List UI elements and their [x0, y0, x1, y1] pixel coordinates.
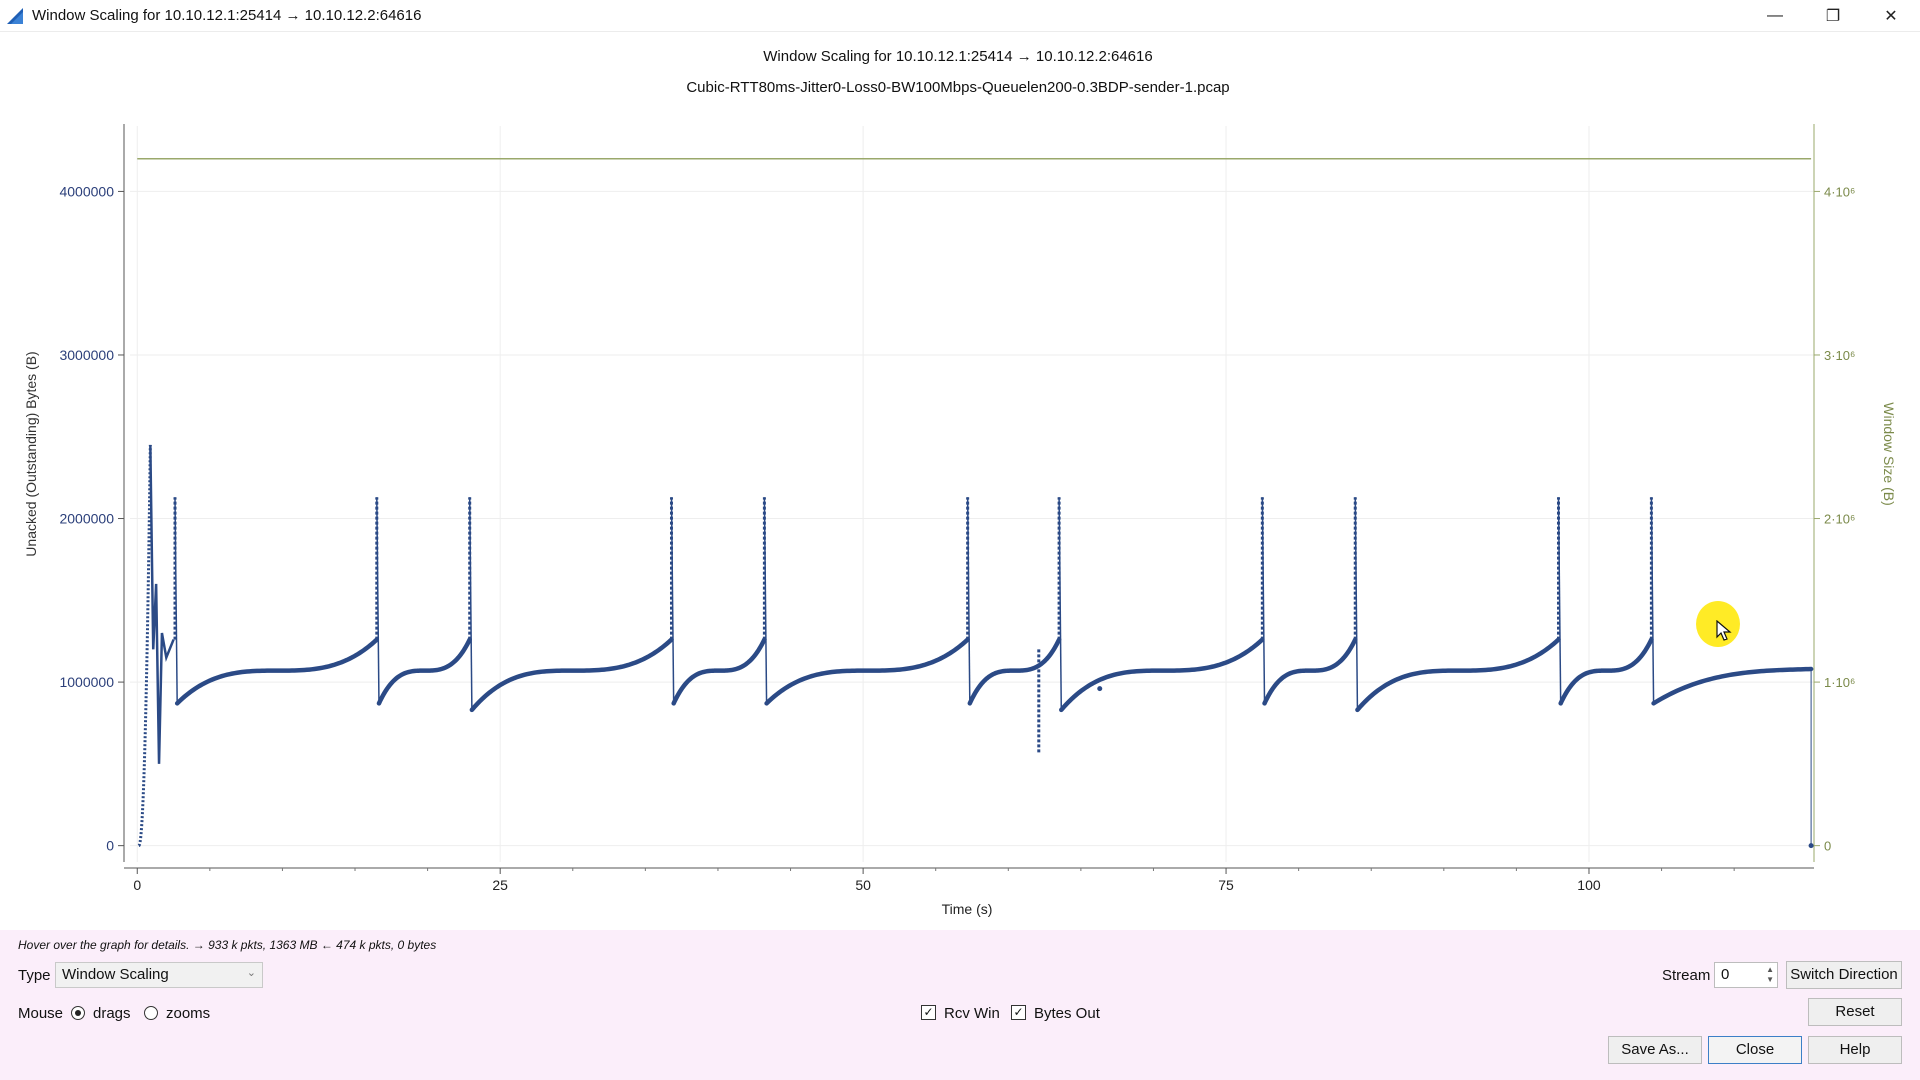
close-button[interactable]: Close [1708, 1036, 1802, 1064]
y-tick-label: 3000000 [59, 347, 114, 363]
graph-subtitle: Cubic-RTT80ms-Jitter0-Loss0-BW100Mbps-Qu… [686, 79, 1230, 96]
stream-label: Stream [1662, 967, 1711, 984]
mouse-pointer-icon [1716, 620, 1732, 641]
loss-drop [1557, 497, 1562, 704]
y2-tick-label: 2·10⁶ [1824, 512, 1855, 527]
y-tick-label: 0 [106, 838, 114, 854]
bytes-out-point [1097, 686, 1103, 692]
graph-title: Window Scaling for 10.10.12.1:25414 → 10… [763, 48, 1153, 65]
y2-tick-label: 1·10⁶ [1824, 675, 1855, 690]
loss-drop [1261, 497, 1266, 704]
help-button[interactable]: Help [1808, 1036, 1902, 1064]
graph-type-value: Window Scaling [62, 966, 169, 983]
loss-drop [670, 497, 675, 704]
rcv-win-label: Rcv Win [944, 1005, 1000, 1022]
spin-down-icon[interactable]: ▼ [1766, 975, 1774, 984]
x-tick-label: 75 [1218, 877, 1234, 893]
window-scaling-plot[interactable]: 0 25 50 75 100 0 1000000 2000000 3000000 4000000 0… [4, 34, 1912, 930]
bytes-out-segment [1355, 637, 1561, 713]
y2-axis-label: Window Size (B) [1881, 402, 1897, 505]
wireshark-fin-icon [7, 7, 23, 24]
control-panel: Hover over the graph for details. → 933 … [0, 930, 1920, 1080]
bytes-out-segment [376, 637, 472, 706]
graph-type-select[interactable]: Window Scaling ⌄ [55, 962, 263, 988]
bytes-out-segment [174, 637, 380, 706]
y2-tick-label: 0 [1824, 839, 1831, 854]
y-tick-label: 4000000 [59, 183, 114, 199]
reset-button[interactable]: Reset [1808, 998, 1902, 1026]
y2-tick-label: 3·10⁶ [1824, 348, 1855, 363]
window-title: Window Scaling for 10.10.12.1:25414 → 10… [32, 7, 422, 24]
y-tick-label: 1000000 [59, 674, 114, 690]
y-tick-label: 2000000 [59, 511, 114, 527]
loss-drop [174, 497, 178, 704]
x-tick-label: 25 [492, 877, 508, 893]
loss-drop [966, 497, 971, 704]
bytes-out-segment [671, 637, 767, 706]
bytes-out-segment [1651, 666, 1814, 706]
drags-label: drags [93, 1005, 131, 1022]
restore-button[interactable]: ❐ [1825, 8, 1841, 25]
x-tick-label: 0 [133, 877, 141, 893]
mouse-drags-radio[interactable] [71, 1006, 85, 1020]
y-axis-label: Unacked (Outstanding) Bytes (B) [23, 351, 39, 556]
chevron-down-icon: ⌄ [246, 967, 256, 979]
loss-drop [1650, 497, 1655, 704]
bytes-out-checkbox[interactable]: ✓ [1011, 1005, 1026, 1020]
loss-drop [468, 497, 473, 710]
y2-tick-label: 4·10⁶ [1824, 184, 1855, 199]
save-as-button[interactable]: Save As... [1608, 1036, 1702, 1064]
loss-drop [763, 497, 768, 704]
bytes-out-segment [1262, 637, 1358, 706]
switch-direction-button[interactable]: Switch Direction [1786, 961, 1902, 989]
close-window-button[interactable]: ✕ [1884, 8, 1898, 25]
mouse-label: Mouse [18, 1005, 64, 1022]
loss-drop [1354, 497, 1359, 710]
bytes-out-segment [1558, 637, 1654, 706]
loss-drop [376, 497, 380, 704]
spin-up-icon[interactable]: ▲ [1766, 965, 1774, 974]
bytes-out-segment [469, 637, 674, 713]
loss-drop [1058, 497, 1063, 710]
bytes-out-segment [764, 637, 970, 706]
x-tick-label: 100 [1577, 877, 1601, 893]
hover-info-text: Hover over the graph for details. → 933 … [18, 938, 437, 952]
graph-area[interactable]: Window Scaling for 10.10.12.1:25414 → 10… [4, 34, 1912, 930]
bytes-out-segment [967, 637, 1062, 706]
bytes-out-label: Bytes Out [1034, 1005, 1100, 1022]
stream-value: 0 [1721, 966, 1730, 983]
x-axis-label: Time (s) [942, 901, 993, 917]
minimize-button[interactable]: — [1767, 7, 1783, 24]
type-label: Type [18, 967, 51, 984]
bytes-out-segment [1059, 637, 1265, 713]
mouse-zooms-radio[interactable] [144, 1006, 158, 1020]
rcv-win-checkbox[interactable]: ✓ [921, 1005, 936, 1020]
initial-oscillation [149, 444, 175, 764]
zooms-label: zooms [166, 1005, 211, 1022]
window-titlebar: Window Scaling for 10.10.12.1:25414 → 10… [0, 0, 1920, 32]
x-tick-label: 50 [855, 877, 871, 893]
slow-start-ramp [137, 444, 152, 848]
stream-spinbox[interactable]: 0 ▲ ▼ [1714, 962, 1778, 988]
